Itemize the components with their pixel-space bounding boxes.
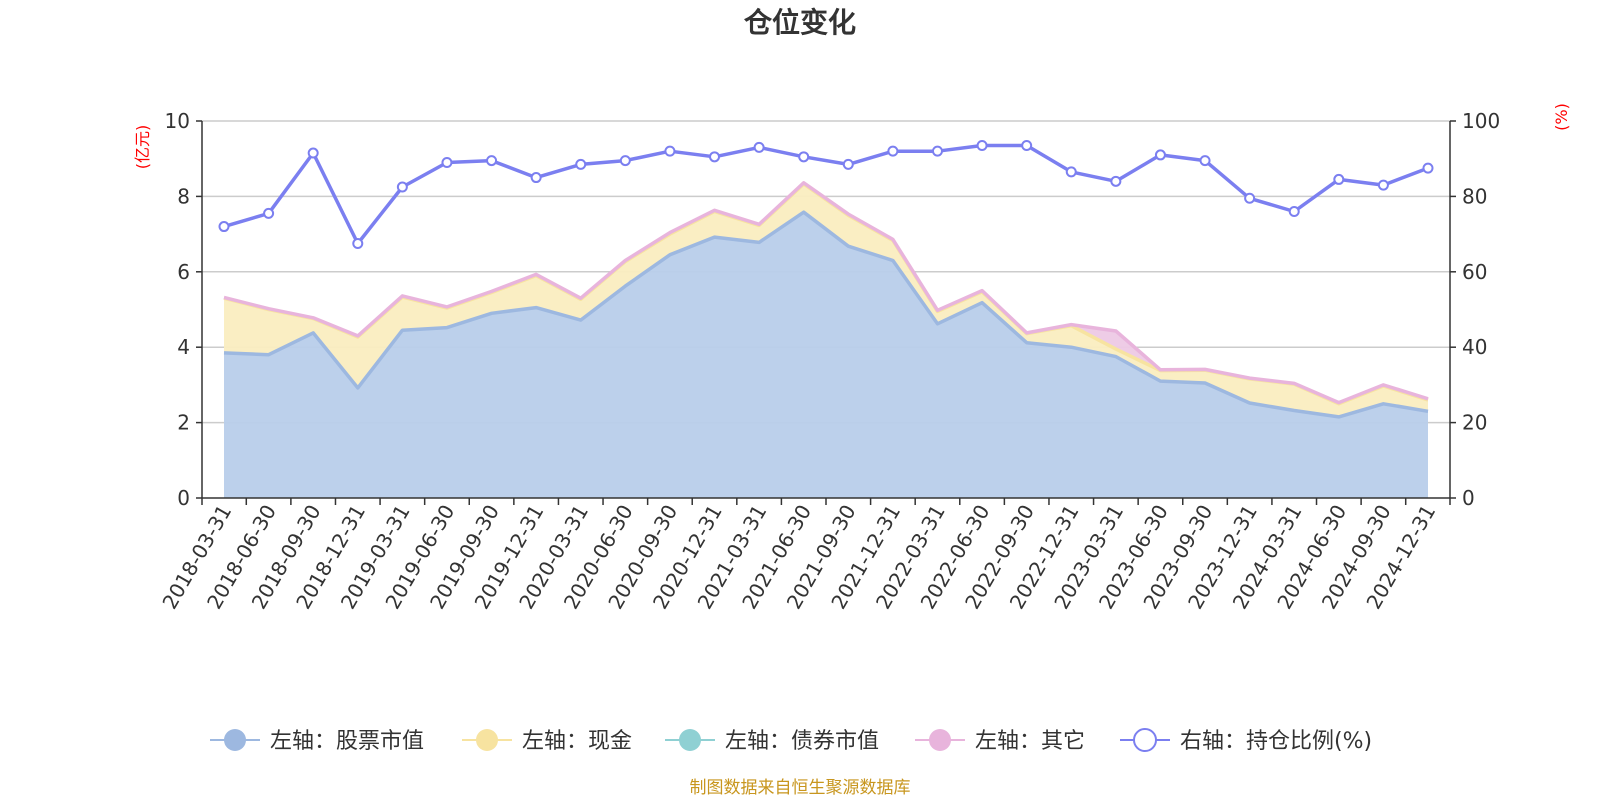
area-左轴：其它	[224, 182, 1428, 404]
ratio-point	[218, 221, 230, 233]
chart-title: 仓位变化	[744, 6, 856, 39]
ratio-point	[575, 158, 587, 170]
legend-label: 左轴：债券市值	[725, 729, 879, 754]
left-axis-unit-label: (亿元)	[133, 125, 152, 170]
legend-marker	[1133, 728, 1157, 752]
ratio-point	[931, 145, 943, 157]
line-holding-ratio	[223, 143, 1429, 246]
legend-item: 左轴：现金	[462, 729, 632, 754]
area-左轴：现金	[224, 184, 1428, 417]
ratio-point	[441, 156, 453, 168]
ratio-points	[218, 140, 1434, 250]
right-tick-label: 40	[1462, 335, 1487, 359]
right-tick-label: 0	[1462, 486, 1475, 510]
legend-marker	[679, 729, 701, 751]
left-tick-label: 4	[177, 335, 190, 359]
line-左轴：其它	[223, 181, 1429, 405]
ratio-point	[307, 147, 319, 159]
ratio-point	[798, 151, 810, 163]
ratio-point	[486, 155, 498, 167]
legend-marker	[929, 729, 951, 751]
ratio-point	[753, 141, 765, 153]
line-左轴：股票市值	[223, 210, 1429, 419]
legend-item: 左轴：其它	[915, 729, 1085, 754]
legend-label: 左轴：其它	[975, 729, 1085, 754]
ratio-point	[352, 238, 364, 250]
stacked-areas	[224, 182, 1428, 498]
ratio-point	[1065, 166, 1077, 178]
ratio-point	[976, 140, 988, 152]
legend-label: 左轴：股票市值	[270, 729, 424, 754]
ratio-point	[263, 207, 275, 219]
left-tick-label: 2	[177, 411, 190, 435]
right-tick-label: 80	[1462, 184, 1487, 208]
ratio-point	[619, 155, 631, 167]
ratio-point	[1110, 175, 1122, 187]
legend: 左轴：股票市值 左轴：现金 左轴：债券市值 左轴：其它 右轴：持仓比例(%)	[210, 728, 1372, 754]
ratio-point	[664, 145, 676, 157]
left-tick-label: 0	[177, 486, 190, 510]
series-lines	[223, 143, 1429, 419]
ratio-point	[842, 158, 854, 170]
legend-marker	[224, 729, 246, 751]
ratio-point	[887, 145, 899, 157]
ratio-point	[1244, 192, 1256, 204]
right-tick-label: 60	[1462, 260, 1487, 284]
ratio-point	[396, 181, 408, 193]
ratio-point	[1288, 205, 1300, 217]
ratio-point	[530, 172, 542, 184]
legend-item: 左轴：债券市值	[665, 729, 879, 754]
right-tick-label: 100	[1462, 109, 1500, 133]
legend-item: 右轴：持仓比例(%)	[1120, 728, 1372, 754]
data-source-note: 制图数据来自恒生聚源数据库	[690, 778, 911, 798]
ratio-point	[1021, 140, 1033, 152]
area-左轴：股票市值	[224, 212, 1428, 498]
left-tick-label: 10	[165, 109, 190, 133]
legend-marker	[476, 729, 498, 751]
right-tick-label: 20	[1462, 411, 1487, 435]
ratio-point	[1333, 173, 1345, 185]
right-axis-unit-label: (%)	[1552, 103, 1571, 131]
legend-item: 左轴：股票市值	[210, 729, 424, 754]
left-tick-label: 8	[177, 184, 190, 208]
ratio-point	[1422, 162, 1434, 174]
legend-label: 左轴：现金	[522, 729, 632, 754]
ratio-point	[1154, 149, 1166, 161]
ratio-point	[1377, 179, 1389, 191]
ratio-point	[709, 151, 721, 163]
left-tick-label: 6	[177, 260, 190, 284]
ratio-point	[1199, 155, 1211, 167]
legend-label: 右轴：持仓比例(%)	[1180, 729, 1372, 754]
